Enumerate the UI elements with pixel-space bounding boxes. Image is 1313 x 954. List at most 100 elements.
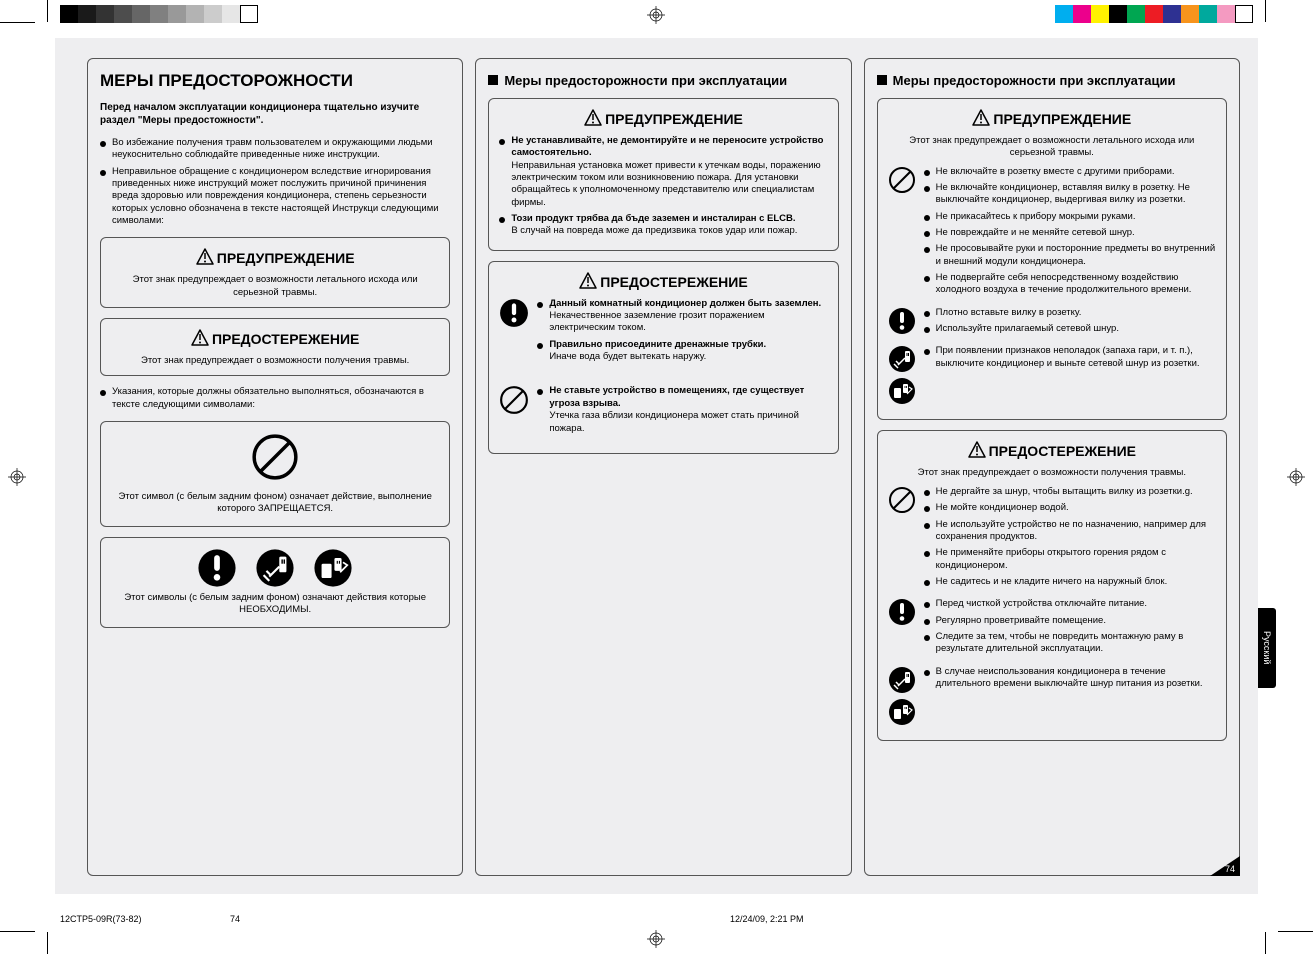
- list-item: Во избежание получения травм пользовател…: [100, 137, 450, 162]
- warning-group: При появлении признаков неполадок (запах…: [888, 345, 1216, 405]
- required-symbol-box: Этот символы (с белым задним фоном) озна…: [100, 537, 450, 628]
- caution-bullets: Не дергайте за шнур, чтобы вытащить вилк…: [924, 486, 1216, 592]
- list-item: Не устанавливайте, не демонтируйте и не …: [499, 135, 827, 209]
- unplug-icon: [888, 377, 916, 405]
- plug-icon: [888, 345, 916, 373]
- grayscale-swatches: [60, 5, 258, 23]
- warning-label: ПРЕДУПРЕЖДЕНИЕ: [217, 250, 355, 266]
- warning-label: ПРЕДУПРЕЖДЕНИЕ: [605, 111, 743, 127]
- registration-mark-icon: [647, 930, 665, 948]
- plug-icon: [255, 548, 295, 588]
- caution-definition-box: ПРЕДОСТЕРЕЖЕНИЕ Этот знак предупреждает …: [100, 318, 450, 376]
- footer: 12CTP5-09R(73-82) 74 12/24/09, 2:21 PM: [60, 914, 1253, 924]
- list-item: Не прикасайтесь к прибору мокрыми руками…: [924, 211, 1216, 223]
- list-item: Правильно присоедините дренажные трубки.…: [537, 339, 827, 364]
- column-3: Меры предосторожности при эксплуатации П…: [864, 58, 1240, 876]
- prohibited-icon: [499, 385, 529, 415]
- warning-bullets: Плотно вставьте вилку в розетку. Использу…: [924, 307, 1216, 340]
- prohibited-icon: [250, 432, 300, 482]
- exclamation-icon: [499, 298, 529, 328]
- list-item: Следите за тем, чтобы не повредить монта…: [924, 631, 1216, 656]
- exclamation-icon: [888, 307, 916, 335]
- color-swatches: [1055, 5, 1253, 23]
- caution-label: ПРЕДОСТЕРЕЖЕНИЕ: [989, 443, 1136, 459]
- footer-page: 74: [230, 914, 730, 924]
- warning-triangle-icon: [196, 248, 214, 268]
- manual-page: Русский МЕРЫ ПРЕДОСТОРОЖНОСТИ Перед нача…: [55, 38, 1258, 894]
- registration-mark-icon: [1287, 468, 1305, 486]
- language-tab: Русский: [1258, 608, 1276, 688]
- list-item: Плотно вставьте вилку в розетку.: [924, 307, 1216, 319]
- warning-triangle-icon: [579, 272, 597, 292]
- caution-bullets: Перед чисткой устройства отключайте пита…: [924, 598, 1216, 659]
- list-item: Не повреждайте и не меняйте сетевой шнур…: [924, 227, 1216, 239]
- plug-icon: [888, 666, 916, 694]
- prohibited-symbol-box: Этот символ (с белым задним фоном) означ…: [100, 421, 450, 527]
- section-heading: Меры предосторожности при эксплуатации: [488, 73, 838, 88]
- warning-label: ПРЕДУПРЕЖДЕНИЕ: [993, 111, 1131, 127]
- mid-bullet: Указания, которые должны обязательно вып…: [100, 386, 450, 411]
- list-item: Този продукт трябва да бъде заземен и ин…: [499, 213, 827, 238]
- caution-bullets: Не ставьте устройство в помещениях, где …: [537, 385, 827, 438]
- prohibited-icon: [888, 486, 916, 514]
- warning-group: Не включайте в розетку вместе с другими …: [888, 166, 1216, 301]
- list-item: Не включайте кондиционер, вставляя вилку…: [924, 182, 1216, 207]
- column-2: Меры предосторожности при эксплуатации П…: [475, 58, 851, 876]
- caution-group: В случае неиспользования кондиционера в …: [888, 666, 1216, 726]
- column-1: МЕРЫ ПРЕДОСТОРОЖНОСТИ Перед началом эксп…: [87, 58, 463, 876]
- list-item: Данный комнатный кондиционер должен быть…: [537, 298, 827, 335]
- list-item: Используйте прилагаемый сетевой шнур.: [924, 323, 1216, 335]
- footer-doc-id: 12CTP5-09R(73-82): [60, 914, 230, 924]
- caution-group: Не ставьте устройство в помещениях, где …: [499, 385, 827, 438]
- list-item: Не ставьте устройство в помещениях, где …: [537, 385, 827, 434]
- list-item: В случае неиспользования кондиционера в …: [924, 666, 1216, 691]
- section-heading: Меры предосторожности при эксплуатации: [877, 73, 1227, 88]
- list-item: Не применяйте приборы открытого горения …: [924, 547, 1216, 572]
- warning-group: Плотно вставьте вилку в розетку. Использу…: [888, 307, 1216, 340]
- prohibited-icon: [888, 166, 916, 194]
- warning-description: Этот знак предупреждает о возможности ле…: [111, 274, 439, 299]
- caution-bullets: В случае неиспользования кондиционера в …: [924, 666, 1216, 695]
- list-item: При появлении признаков неполадок (запах…: [924, 345, 1216, 370]
- list-item: Не мойте кондиционер водой.: [924, 502, 1216, 514]
- warning-triangle-icon: [972, 109, 990, 129]
- intro-bullets: Во избежание получения травм пользовател…: [100, 137, 450, 227]
- warning-bullets: Не включайте в розетку вместе с другими …: [924, 166, 1216, 301]
- exclamation-icon: [197, 548, 237, 588]
- list-item: Не дергайте за шнур, чтобы вытащить вилк…: [924, 486, 1216, 498]
- caution-box: ПРЕДОСТЕРЕЖЕНИЕ Данный комнатный кондици…: [488, 261, 838, 454]
- caution-box: ПРЕДОСТЕРЕЖЕНИЕ Этот знак предупреждает …: [877, 430, 1227, 740]
- warning-triangle-icon: [584, 109, 602, 129]
- unplug-icon: [888, 698, 916, 726]
- registration-mark-icon: [8, 468, 26, 486]
- list-item: Регулярно проветривайте помещение.: [924, 615, 1216, 627]
- warning-definition-box: ПРЕДУПРЕЖДЕНИЕ Этот знак предупреждает о…: [100, 237, 450, 308]
- list-item: Не подвергайте себя непосредственному во…: [924, 272, 1216, 297]
- caution-description: Этот знак предупреждает о возможности по…: [888, 467, 1216, 479]
- registration-mark-icon: [647, 6, 665, 24]
- warning-triangle-icon: [968, 441, 986, 461]
- footer-date: 12/24/09, 2:21 PM: [730, 914, 804, 924]
- caution-bullets: Данный комнатный кондиционер должен быть…: [537, 298, 827, 368]
- caution-label: ПРЕДОСТЕРЕЖЕНИЕ: [212, 331, 359, 347]
- warning-bullets: При появлении признаков неполадок (запах…: [924, 345, 1216, 374]
- list-item: Не садитесь и не кладите ничего на наруж…: [924, 576, 1216, 588]
- page-title: МЕРЫ ПРЕДОСТОРОЖНОСТИ: [100, 71, 450, 91]
- list-item: Перед чисткой устройства отключайте пита…: [924, 598, 1216, 610]
- caution-group: Данный комнатный кондиционер должен быть…: [499, 298, 827, 368]
- required-description: Этот символы (с белым задним фоном) озна…: [111, 592, 439, 617]
- exclamation-icon: [888, 598, 916, 626]
- caution-group: Перед чисткой устройства отключайте пита…: [888, 598, 1216, 659]
- list-item: Не включайте в розетку вместе с другими …: [924, 166, 1216, 178]
- warning-box: ПРЕДУПРЕЖДЕНИЕ Этот знак предупреждает о…: [877, 98, 1227, 420]
- unplug-icon: [313, 548, 353, 588]
- warning-description: Этот знак предупреждает о возможности ле…: [888, 135, 1216, 160]
- list-item: Не используйте устройство не по назначен…: [924, 519, 1216, 544]
- caution-label: ПРЕДОСТЕРЕЖЕНИЕ: [600, 274, 747, 290]
- svg-text:74: 74: [1225, 864, 1235, 874]
- intro-text: Перед началом эксплуатации кондиционера …: [100, 101, 450, 127]
- warning-bullets: Не устанавливайте, не демонтируйте и не …: [499, 135, 827, 238]
- prohibited-description: Этот символ (с белым задним фоном) означ…: [111, 491, 439, 516]
- warning-box: ПРЕДУПРЕЖДЕНИЕ Не устанавливайте, не дем…: [488, 98, 838, 251]
- page-corner-badge: 74: [1210, 856, 1240, 876]
